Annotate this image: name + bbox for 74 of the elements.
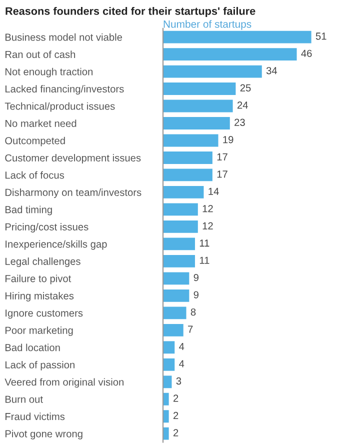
- data-label: 7: [188, 326, 193, 333]
- data-label: 19: [223, 136, 234, 144]
- bar: [163, 238, 195, 250]
- bar: [163, 306, 186, 320]
- data-label: 9: [194, 274, 198, 282]
- data-label: 23: [234, 118, 245, 126]
- y-tick-label: Pricing/cost issues: [6, 223, 88, 232]
- y-tick-label: Legal challenges: [6, 258, 80, 267]
- y-tick-label: Disharmony on team/investors: [6, 188, 142, 198]
- bar: [163, 272, 190, 285]
- data-label: 11: [200, 240, 210, 247]
- data-label: 34: [266, 67, 278, 74]
- bar: [163, 48, 297, 60]
- data-label: 2: [173, 412, 178, 419]
- bar: [163, 410, 169, 423]
- data-label: 46: [301, 50, 312, 57]
- data-label: 17: [217, 170, 228, 178]
- data-label: 17: [217, 153, 228, 160]
- bar: [163, 30, 312, 44]
- bar: [163, 65, 262, 78]
- y-tick-label: Ran out of cash: [6, 50, 76, 58]
- bar: [163, 220, 198, 233]
- bar: [163, 324, 184, 336]
- chart-title: Reasons founders cited for their startups' failure: [6, 6, 256, 18]
- y-tick-label: Bad location: [6, 344, 60, 352]
- y-tick-label: Ignore customers: [6, 310, 83, 319]
- bar: [163, 152, 212, 164]
- chart-subtitle: Number of startups: [164, 20, 252, 30]
- y-tick-label: Failure to pivot: [6, 274, 72, 284]
- data-label: 4: [179, 343, 184, 350]
- y-tick-label: Lack of passion: [6, 360, 74, 370]
- bar: [163, 82, 236, 95]
- data-label: 11: [200, 256, 210, 264]
- data-label: 2: [173, 429, 178, 436]
- bar: [163, 203, 198, 216]
- bar: [163, 376, 172, 388]
- y-tick-label: Lack of focus: [6, 171, 64, 179]
- bar: [163, 392, 169, 406]
- data-label: 14: [208, 188, 219, 195]
- y-tick-label: Outcompeted: [5, 136, 65, 146]
- y-tick-label: Hiring mistakes: [6, 292, 74, 302]
- bar: [163, 358, 175, 371]
- bar: [163, 100, 233, 112]
- data-label: 2: [173, 394, 178, 402]
- y-tick-label: Technical/product issues: [4, 102, 115, 112]
- y-tick-label: Customer development issues: [5, 154, 141, 164]
- bar: [163, 254, 195, 268]
- y-tick-label: Lacked financing/investors: [6, 85, 124, 95]
- data-label: 9: [194, 291, 198, 298]
- bar: [163, 289, 190, 302]
- bar: [163, 117, 230, 130]
- data-label: 12: [202, 222, 213, 230]
- y-tick-label: Burn out: [6, 396, 43, 403]
- data-label: 3: [176, 377, 182, 385]
- bar: [163, 168, 212, 182]
- y-tick-label: Fraud victims: [6, 412, 65, 420]
- y-tick-label: Poor marketing: [6, 326, 73, 336]
- data-label: 12: [202, 205, 213, 212]
- bar: [163, 341, 175, 354]
- y-tick-label: Not enough traction: [6, 68, 92, 78]
- bar: [163, 134, 218, 147]
- y-tick-label: Pivot gone wrong: [6, 430, 82, 440]
- y-tick-label: Bad timing: [6, 206, 52, 216]
- bar: [163, 427, 169, 440]
- bar: [163, 186, 204, 198]
- y-tick-label: Business model not viable: [6, 33, 122, 41]
- y-tick-label: Inexperience/skills gap: [6, 240, 107, 250]
- data-label: 51: [316, 32, 326, 40]
- data-label: 25: [240, 84, 251, 92]
- y-tick-label: Veered from original vision: [4, 378, 124, 388]
- data-label: 8: [190, 308, 196, 316]
- y-tick-label: No market need: [6, 120, 76, 128]
- data-label: 24: [237, 102, 248, 109]
- data-label: 4: [179, 360, 184, 368]
